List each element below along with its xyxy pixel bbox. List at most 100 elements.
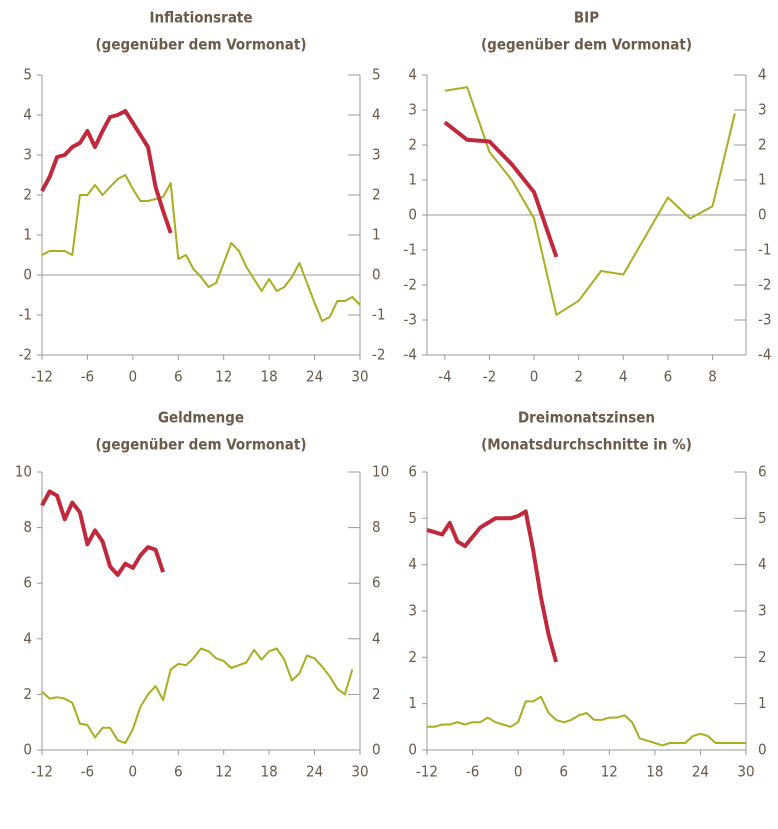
x-tick-label: 18 [261, 368, 278, 386]
x-tick-label: 2 [574, 368, 583, 386]
y-tick-label: 10 [15, 463, 32, 481]
data-line [427, 695, 746, 747]
y2-tick-label: 0 [758, 741, 767, 759]
x-tick-label: 18 [646, 763, 663, 781]
y2-tick-label: 1 [758, 694, 767, 712]
x-tick-label: 12 [215, 368, 232, 386]
x-tick-label: 6 [559, 763, 568, 781]
y2-tick-label: 3 [372, 146, 381, 164]
chart-subtitle: (Monatsdurchschnitte in %) [481, 436, 692, 454]
y2-tick-label: 4 [758, 66, 767, 84]
x-tick-label: 30 [351, 368, 368, 386]
y2-tick-label: 5 [758, 509, 767, 527]
x-tick-label: -2 [483, 368, 496, 386]
y-tick-label: 0 [23, 266, 32, 284]
y2-tick-label: 1 [372, 226, 381, 244]
x-tick-label: 0 [514, 763, 523, 781]
y-tick-label: -3 [404, 311, 417, 329]
y2-tick-label: 8 [372, 518, 381, 536]
y-tick-label: 0 [408, 741, 417, 759]
y2-tick-label: 6 [372, 574, 381, 592]
y-tick-label: 4 [408, 66, 417, 84]
y-tick-label: -2 [19, 346, 32, 364]
y2-tick-label: -1 [372, 306, 385, 324]
x-tick-label: 0 [129, 763, 138, 781]
y-tick-label: 1 [23, 226, 32, 244]
y-tick-label: 0 [408, 206, 417, 224]
y-tick-label: -1 [19, 306, 32, 324]
x-tick-label: 24 [306, 763, 323, 781]
x-tick-label: -12 [31, 763, 53, 781]
y-tick-label: 1 [408, 171, 417, 189]
y-tick-label: 2 [23, 685, 32, 703]
x-tick-label: -6 [81, 368, 94, 386]
x-tick-label: 0 [530, 368, 539, 386]
y2-tick-label: 2 [372, 685, 381, 703]
x-tick-label: 24 [306, 368, 323, 386]
x-tick-label: 0 [129, 368, 138, 386]
y-tick-label: 3 [408, 101, 417, 119]
y-tick-label: -2 [404, 276, 417, 294]
x-tick-label: 6 [664, 368, 673, 386]
y2-tick-label: 2 [758, 648, 767, 666]
y2-tick-label: -4 [758, 346, 771, 364]
y2-tick-label: 4 [758, 555, 767, 573]
chart-subtitle: (gegenüber dem Vormonat) [481, 36, 692, 54]
chart-title: Geldmenge [158, 409, 244, 427]
y2-tick-label: 6 [758, 463, 767, 481]
x-tick-label: 6 [174, 763, 183, 781]
y2-tick-label: -2 [372, 346, 385, 364]
x-tick-label: 8 [708, 368, 717, 386]
y-tick-label: 0 [23, 741, 32, 759]
y-tick-label: 8 [23, 518, 32, 536]
x-tick-label: 12 [215, 763, 232, 781]
data-line [41, 174, 361, 322]
y-tick-label: 6 [408, 463, 417, 481]
y-tick-label: 5 [408, 509, 417, 527]
y2-tick-label: 2 [372, 186, 381, 204]
y-tick-label: 2 [23, 186, 32, 204]
y-tick-label: 2 [408, 136, 417, 154]
y-tick-label: 4 [408, 555, 417, 573]
data-line [443, 120, 559, 258]
data-line [444, 86, 736, 316]
data-line [40, 489, 165, 577]
x-tick-label: -6 [466, 763, 479, 781]
y2-tick-label: 1 [758, 171, 767, 189]
y-tick-label: -4 [404, 346, 417, 364]
y2-tick-label: -3 [758, 311, 771, 329]
x-tick-label: 24 [692, 763, 709, 781]
y2-tick-label: 3 [758, 602, 767, 620]
y-tick-label: 3 [23, 146, 32, 164]
x-tick-label: -12 [31, 368, 53, 386]
x-tick-label: 30 [351, 763, 368, 781]
y-tick-label: 1 [408, 694, 417, 712]
y-tick-label: 5 [23, 66, 32, 84]
y2-tick-label: 0 [372, 741, 381, 759]
data-line [426, 509, 559, 663]
x-tick-label: -6 [81, 763, 94, 781]
chart-subtitle: (gegenüber dem Vormonat) [96, 436, 307, 454]
chart-title: Dreimonatszinsen [518, 409, 655, 427]
x-tick-label: 4 [619, 368, 628, 386]
x-tick-label: -4 [438, 368, 451, 386]
y2-tick-label: 10 [372, 463, 389, 481]
y2-tick-label: -1 [758, 241, 771, 259]
chart-title: Inflationsrate [149, 9, 252, 27]
x-tick-label: 18 [261, 763, 278, 781]
y-tick-label: 3 [408, 602, 417, 620]
x-tick-label: -12 [416, 763, 438, 781]
y-tick-label: 4 [23, 629, 32, 647]
chart-subtitle: (gegenüber dem Vormonat) [96, 36, 307, 54]
y2-tick-label: 4 [372, 629, 381, 647]
y2-tick-label: 3 [758, 101, 767, 119]
chart-title: BIP [574, 9, 599, 27]
y2-tick-label: -2 [758, 276, 771, 294]
y2-tick-label: 2 [758, 136, 767, 154]
x-tick-label: 6 [174, 368, 183, 386]
y2-tick-label: 0 [758, 206, 767, 224]
y2-tick-label: 4 [372, 106, 381, 124]
y-tick-label: 6 [23, 574, 32, 592]
y-tick-label: 4 [23, 106, 32, 124]
x-tick-label: 12 [601, 763, 618, 781]
